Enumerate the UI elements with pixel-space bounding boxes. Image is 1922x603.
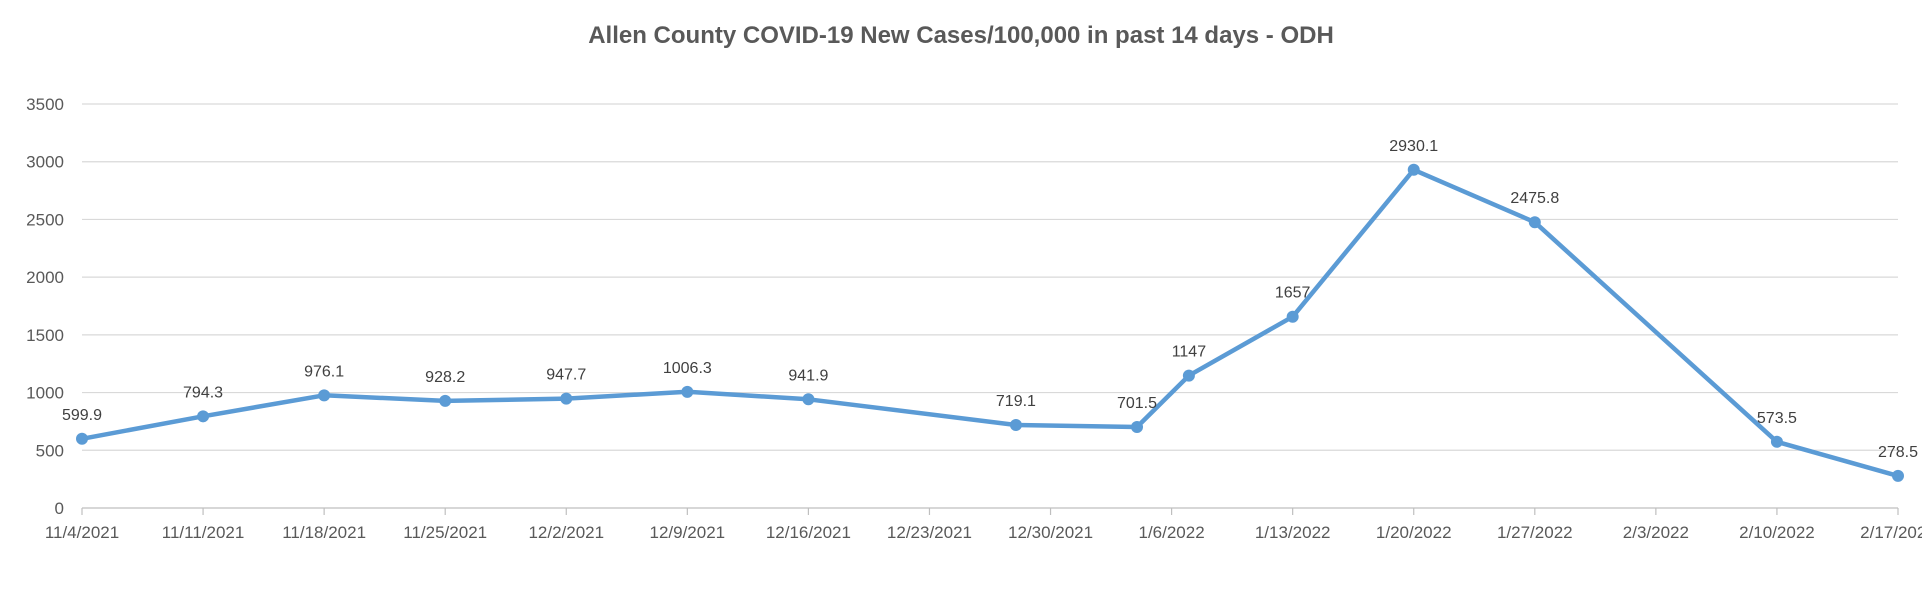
data-point — [318, 389, 331, 402]
series-cases — [76, 163, 1904, 482]
x-tick-label: 11/18/2021 — [282, 523, 366, 542]
data-label: 701.5 — [1117, 395, 1157, 412]
x-tick-label: 12/2/2021 — [528, 523, 604, 542]
data-point — [560, 392, 573, 405]
y-axis-ticks: 0 500 1000 1500 2000 2500 3000 3500 — [26, 95, 64, 518]
x-tick-label: 11/25/2021 — [403, 523, 487, 542]
data-label: 941.9 — [788, 367, 828, 384]
y-tick-label: 3500 — [26, 95, 64, 114]
data-label: 1006.3 — [663, 360, 712, 377]
data-point — [197, 410, 210, 423]
y-tick-label: 1000 — [26, 384, 64, 403]
chart-title: Allen County COVID-19 New Cases/100,000 … — [588, 22, 1334, 49]
data-label: 1147 — [1172, 344, 1207, 361]
x-tick-label: 12/16/2021 — [766, 523, 851, 542]
x-tick-label: 12/30/2021 — [1008, 523, 1093, 542]
data-point — [76, 432, 88, 445]
data-label: 278.5 — [1878, 444, 1918, 461]
x-tick-label: 11/11/2021 — [162, 523, 245, 542]
x-tick-label: 12/23/2021 — [887, 523, 972, 542]
x-axis: 11/4/2021 11/11/2021 11/18/2021 11/25/2021 1… — [45, 507, 1922, 542]
data-point — [1009, 418, 1022, 431]
data-label: 947.7 — [546, 367, 586, 384]
x-tick-label: 2/17/2022 — [1860, 523, 1922, 542]
data-labels: 599.9 794.3 976.1 928.2 947.7 1006.3 941.9 719.… — [62, 138, 1918, 461]
x-tick-label: 1/20/2022 — [1376, 523, 1452, 542]
y-tick-label: 2000 — [26, 268, 64, 287]
x-tick-label: 1/27/2022 — [1497, 523, 1573, 542]
data-point — [1131, 421, 1144, 434]
x-tick-label: 1/6/2022 — [1139, 523, 1205, 542]
data-point — [802, 393, 815, 406]
y-tick-label: 3000 — [26, 153, 64, 172]
data-label: 976.1 — [304, 363, 344, 380]
x-tick-label: 12/9/2021 — [650, 523, 726, 542]
series-line — [79, 167, 1901, 479]
data-label: 928.2 — [425, 369, 465, 386]
data-point — [1182, 369, 1195, 382]
data-label: 599.9 — [62, 407, 102, 424]
data-label: 2930.1 — [1389, 138, 1438, 155]
x-tick-label: 2/10/2022 — [1739, 523, 1815, 542]
data-point — [1528, 216, 1541, 229]
y-tick-label: 1500 — [26, 326, 64, 345]
gridlines — [82, 103, 1898, 451]
data-point — [1407, 163, 1420, 176]
data-label: 794.3 — [183, 384, 223, 401]
y-tick-label: 2500 — [26, 210, 64, 229]
data-label: 2475.8 — [1510, 190, 1559, 207]
data-label: 1657 — [1275, 285, 1311, 302]
y-tick-label: 500 — [36, 441, 64, 460]
data-point — [1770, 435, 1783, 448]
y-tick-label: 0 — [55, 499, 64, 518]
data-point — [681, 385, 694, 398]
x-tick-label: 1/13/2022 — [1255, 523, 1331, 542]
x-tick-label: 2/3/2022 — [1623, 523, 1689, 542]
x-tick-label: 11/4/2021 — [45, 523, 119, 542]
data-point — [439, 394, 452, 407]
data-point — [1286, 310, 1299, 323]
data-label: 719.1 — [996, 393, 1036, 410]
data-label: 573.5 — [1757, 410, 1797, 427]
data-point — [1892, 469, 1904, 482]
